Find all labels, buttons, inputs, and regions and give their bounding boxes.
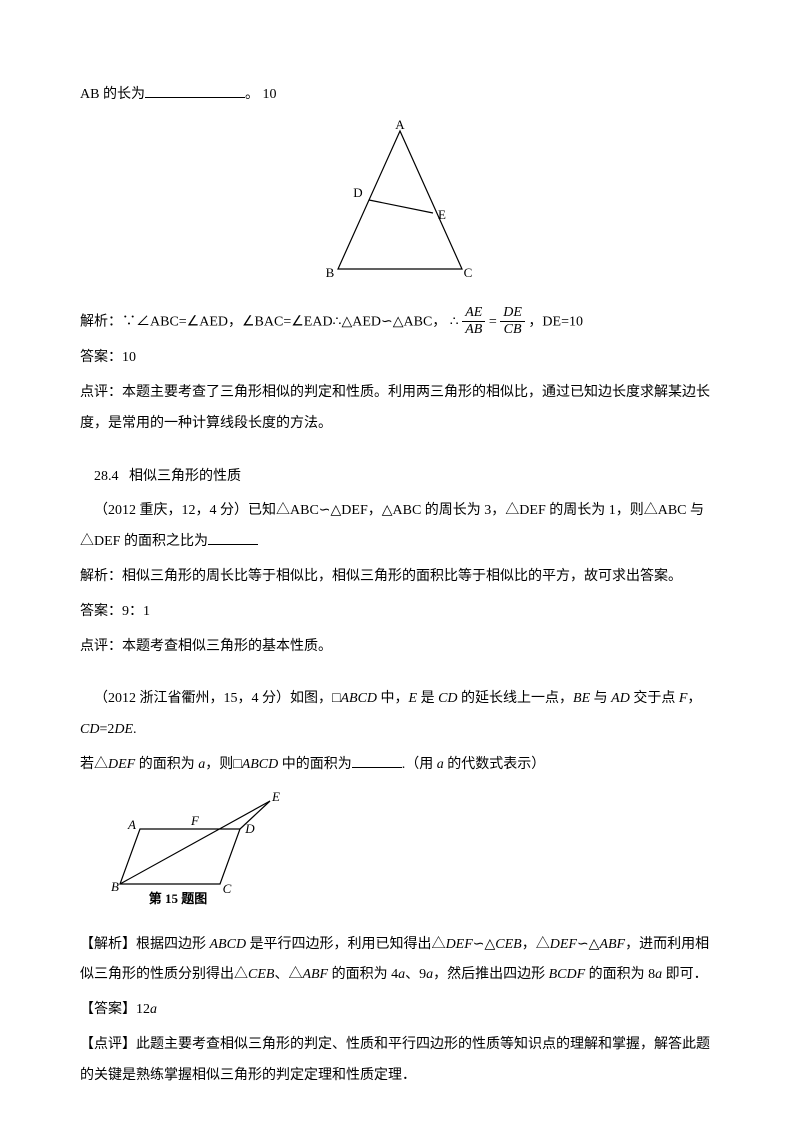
label-C: C [223, 881, 232, 896]
q1-blank [145, 84, 245, 98]
q1-answer-label: 答案： [80, 350, 122, 365]
q3-blank [352, 754, 402, 768]
q3-comment-label: 【点评】 [80, 1037, 136, 1052]
q2-analysis-label: 解析： [80, 569, 122, 584]
q1-answer-value: 10 [122, 350, 136, 365]
q3-comment-text: 此题主要考查相似三角形的判定、性质和平行四边形的性质等知识点的理解和掌握，解答此… [80, 1037, 710, 1083]
q1-comment-text: 本题主要考查了三角形相似的判定和性质。利用两三角形的相似比，通过已知边长度求解某… [80, 385, 710, 431]
q1-answer: 答案：10 [80, 343, 720, 374]
q3-analysis: 【解析】根据四边形 ABCD 是平行四边形，利用已知得出△DEF∽△CEB，△D… [80, 930, 720, 992]
q1-figure: A B C D E [80, 119, 720, 297]
figure-caption: 第 15 题图 [149, 891, 208, 906]
q2-analysis-text: 相似三角形的周长比等于相似比，相似三角形的面积比等于相似比的平方，故可求出答案。 [122, 569, 682, 584]
q3-source: （2012 浙江省衢州，15，4 分）如图，□ABCD 中，E 是 CD 的延长… [80, 684, 720, 746]
q1-analysis: 解析：∵∠ABC=∠AED，∠BAC=∠EAD∴△AED∽△ABC， ∴ AEA… [80, 305, 720, 340]
q3-answer-label: 【答案】 [80, 1002, 136, 1017]
q2-answer-label: 答案： [80, 604, 122, 619]
label-D: D [244, 821, 255, 836]
q3-answer-num: 12 [136, 1002, 150, 1017]
q1-eq: = [489, 314, 497, 329]
q3-comment: 【点评】此题主要考查相似三角形的判定、性质和平行四边形的性质等知识点的理解和掌握… [80, 1030, 720, 1092]
q2-comment-text: 本题考查相似三角形的基本性质。 [122, 639, 332, 654]
triangle-icon: A B C D E [300, 119, 500, 284]
q2-comment: 点评：本题考查相似三角形的基本性质。 [80, 632, 720, 663]
q2-answer-value: 9：1 [122, 604, 150, 619]
q1-frac2: DECB [500, 305, 525, 340]
q3-answer-a: a [150, 1002, 157, 1017]
label-C: C [464, 265, 473, 280]
q1-prompt-prefix: AB 的长为 [80, 87, 145, 102]
parallelogram-icon: A B C D E F 第 15 题图 [110, 789, 300, 909]
q2-answer: 答案：9：1 [80, 597, 720, 628]
label-B: B [326, 265, 335, 280]
q3-answer: 【答案】12a [80, 995, 720, 1026]
label-E: E [271, 789, 280, 804]
label-A: A [127, 817, 136, 832]
q1-prompt: AB 的长为 。 10 [80, 80, 720, 111]
q3-figure: A B C D E F 第 15 题图 [110, 789, 720, 922]
q2-source: （2012 重庆，12，4 分）已知△ABC∽△DEF，△ABC 的周长为 3，… [80, 496, 720, 558]
q2-source-text: （2012 重庆，12，4 分）已知△ABC∽△DEF，△ABC 的周长为 3，… [80, 503, 704, 549]
q3-source-line2: 若△DEF 的面积为 a，则□ABCD 中的面积为.（用 a 的代数式表示） [80, 750, 720, 781]
section-number: 28.4 [94, 469, 119, 484]
q1-prompt-value: 10 [262, 87, 276, 102]
q2-analysis: 解析：相似三角形的周长比等于相似比，相似三角形的面积比等于相似比的平方，故可求出… [80, 562, 720, 593]
q1-prompt-after: 。 [245, 87, 259, 102]
q1-analysis-label: 解析： [80, 314, 122, 329]
label-D: D [353, 185, 362, 200]
q2-blank [208, 531, 258, 545]
label-E: E [438, 207, 446, 222]
label-F: F [190, 813, 200, 828]
section-title: 相似三角形的性质 [129, 469, 241, 484]
q1-therefore: ∴ [450, 314, 459, 329]
q1-comment-label: 点评： [80, 385, 122, 400]
q3-analysis-label: 【解析】 [80, 937, 136, 952]
q2-comment-label: 点评： [80, 639, 122, 654]
q1-comment: 点评：本题主要考查了三角形相似的判定和性质。利用两三角形的相似比，通过已知边长度… [80, 378, 720, 440]
label-B: B [111, 879, 119, 894]
q1-analysis-text2: ，DE=10 [528, 314, 583, 329]
q1-frac1: AEAB [462, 305, 485, 340]
q1-analysis-text1: ∵∠ABC=∠AED，∠BAC=∠EAD∴△AED∽△ABC， [122, 314, 446, 329]
section-header: 28.4 相似三角形的性质 [80, 462, 720, 493]
label-A: A [395, 119, 405, 132]
